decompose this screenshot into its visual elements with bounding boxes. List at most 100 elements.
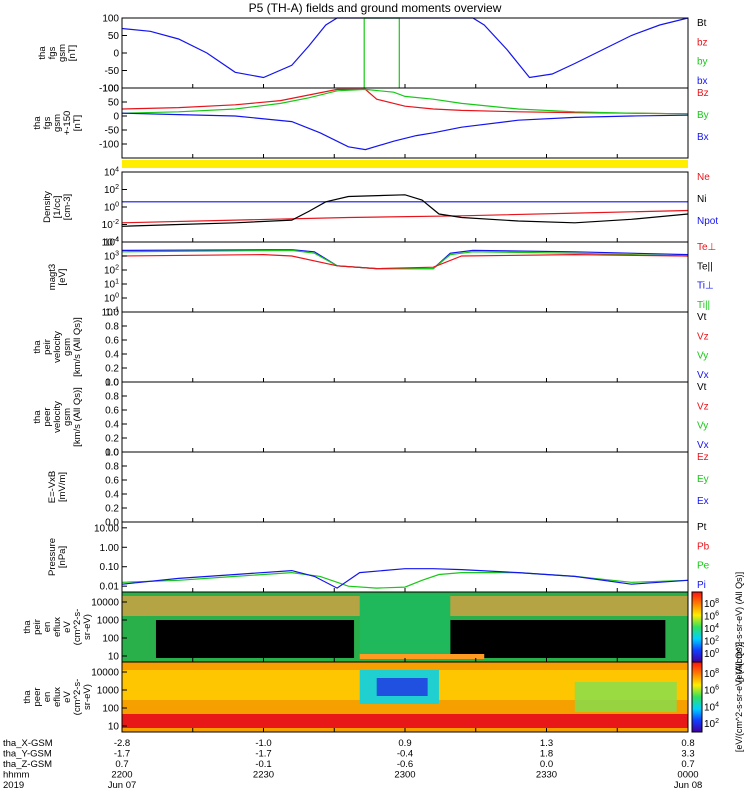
legend-entry: Pi: [697, 580, 706, 591]
y-tick-label: 10: [108, 652, 120, 663]
y-tick-label: 100: [102, 14, 119, 25]
panel-frame: [121, 381, 689, 453]
x-axis-value: 1.8: [540, 749, 553, 760]
panel-fgs-gsm: tha fgs gsm [nT] Bt bz by bx: [37, 17, 708, 89]
x-axis-row-label: tha_Z-GSM: [3, 759, 52, 770]
heatmap-band: [359, 654, 485, 659]
series-Ni-line: [121, 194, 689, 227]
colorbar-label: [eV/(cm^2-s-sr-eV) (All Qs)]: [734, 642, 744, 752]
colorbar-tick-label: 104: [704, 623, 719, 635]
y-tick-label: 0.2: [105, 504, 119, 515]
legend-entry: Pt: [697, 522, 707, 533]
x-axis-value: -1.7: [114, 749, 130, 760]
x-axis-row-label: tha_X-GSM: [3, 738, 53, 749]
chart-title: P5 (TH-A) fields and ground moments over…: [248, 1, 502, 15]
series-Te-line: [121, 253, 689, 270]
heatmap-core: [376, 678, 428, 696]
series-Bz-line: [121, 88, 689, 115]
heatmap-void: [450, 620, 666, 658]
x-axis-value: -0.6: [397, 759, 413, 770]
y-axis-label: Pressure: [47, 538, 58, 576]
panel-fgs-gsm-zoom: tha fgs gsm +-150 [nT] Bz By Bx: [32, 87, 709, 159]
legend-entry: Ti⊥: [697, 281, 714, 292]
y-tick-label: 0.8: [105, 392, 119, 403]
y-tick-label: 1.0: [105, 378, 119, 389]
x-axis-value: -1.7: [255, 749, 271, 760]
y-tick-label: 1.0: [105, 448, 119, 459]
colorbar: [691, 661, 703, 733]
x-axis-value: -2.8: [114, 738, 130, 749]
y-tick-label: 0.4: [105, 350, 119, 361]
colorbar-tick-label: 108: [704, 668, 719, 680]
y-axis-label: peer: [32, 687, 43, 706]
colorbar-label: [eV/(cm^2-s-sr-eV) (All Qs)]: [734, 572, 744, 682]
y-tick-label: 103: [104, 251, 119, 263]
y-axis-label: velocity: [52, 331, 63, 363]
y-axis-label: sr-eV): [82, 684, 93, 710]
y-tick-label: 1.0: [105, 308, 119, 319]
panel-peir-velocity: tha peir velocity gsm [km/s (All Qs)] Vt Vz Vy V…: [32, 311, 709, 383]
legend-entry: Vy: [697, 421, 708, 432]
y-axis-label: [km/s (All Qs)]: [72, 387, 83, 447]
colorbar-tick-label: 104: [704, 701, 719, 713]
y-axis-label: en: [42, 692, 53, 703]
series-Ti-line: [121, 249, 689, 270]
series-Ti-line: [121, 249, 689, 270]
colorbar-tick-label: 100: [704, 648, 719, 660]
y-tick-label: 0.8: [105, 462, 119, 473]
legend-entry: Ey: [697, 474, 709, 485]
y-tick-label: 102: [104, 265, 119, 277]
y-axis-label: +-150: [62, 111, 73, 136]
panel-peir-eflux: [eV/(cm^2-s-sr-eV) (All Qs)] tha peir en efl…: [22, 572, 744, 682]
y-tick-label: 0.6: [105, 336, 119, 347]
y-axis-label: [nT]: [72, 115, 83, 131]
y-axis-label: tha: [32, 410, 43, 424]
y-axis-label: fgs: [47, 46, 58, 59]
y-tick-label: 0.0: [105, 448, 119, 459]
panel-peer-velocity: tha peer velocity gsm [km/s (All Qs)] Vt Vz Vy V…: [32, 381, 709, 453]
y-axis-label: [mV/m]: [57, 472, 68, 502]
legend-entry: Npot: [697, 216, 718, 227]
panel-peer-eflux: [eV/(cm^2-s-sr-eV) (All Qs)] tha peer en efl…: [22, 642, 744, 752]
y-axis-label: tha: [37, 46, 48, 60]
y-axis-label: velocity: [52, 401, 63, 433]
colorbar-tick-label: 102: [704, 636, 719, 648]
legend-entry: Ni: [697, 194, 706, 205]
x-axis-value: Jun 08: [674, 780, 703, 791]
y-tick-label: 1.00: [100, 543, 120, 554]
y-axis-label: peir: [32, 619, 43, 635]
y-tick-label: 0.6: [105, 476, 119, 487]
y-tick-label: 0.4: [105, 490, 119, 501]
y-tick-label: -100: [99, 140, 119, 151]
y-axis-label: [nPa]: [57, 546, 68, 568]
y-axis-label: gsm: [52, 114, 63, 132]
y-tick-label: 0.8: [105, 322, 119, 333]
y-tick-label: 10.00: [94, 523, 119, 534]
x-axis-value: -1.0: [255, 738, 271, 749]
panel-magt3: magt3 [eV] Te⊥ Te|| Ti⊥ Ti||: [47, 241, 716, 313]
x-axis-value: 0.8: [681, 738, 694, 749]
panel-efield: E=-VxB [mV/m] Ez Ey Ex: [47, 451, 709, 523]
y-axis-label: eV: [62, 691, 73, 703]
legend-entry: bx: [697, 76, 708, 87]
x-axis-value: 0.7: [681, 759, 694, 770]
x-axis-value: 2200: [111, 770, 132, 781]
y-axis-label: [eV]: [57, 269, 68, 286]
y-axis-label: sr-eV): [82, 614, 93, 640]
y-axis-label: gsm: [62, 408, 73, 426]
x-axis-value: 1.3: [540, 738, 553, 749]
panel-frame: [121, 521, 689, 593]
x-axis-value: 0.0: [540, 759, 553, 770]
heatmap-void: [155, 620, 355, 658]
y-tick-label: 10000: [91, 668, 119, 679]
y-tick-label: 10-2: [102, 219, 119, 231]
series-by-line: [363, 17, 400, 88]
panel-frame: [121, 311, 689, 383]
y-axis-label: eV: [62, 621, 73, 633]
heatmap-band: [122, 714, 688, 728]
series-Ne-line: [121, 209, 689, 224]
series-Bx-line: [121, 112, 689, 151]
legend-entry: Ez: [697, 452, 709, 463]
series-bx-line: [121, 17, 689, 79]
